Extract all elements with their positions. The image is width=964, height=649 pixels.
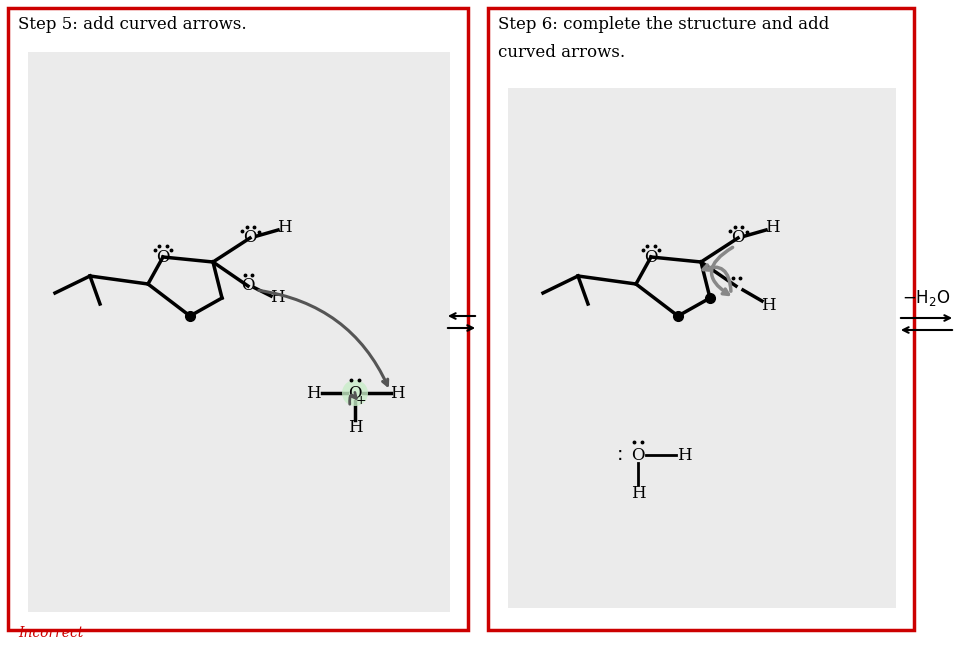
Text: Incorrect: Incorrect bbox=[18, 626, 83, 640]
Text: H: H bbox=[277, 219, 291, 236]
Text: H: H bbox=[270, 289, 284, 306]
Text: $-\mathrm{H_2O}$: $-\mathrm{H_2O}$ bbox=[901, 288, 951, 308]
Text: curved arrows.: curved arrows. bbox=[498, 44, 625, 61]
Text: O: O bbox=[243, 230, 256, 247]
Text: O: O bbox=[156, 249, 170, 265]
Text: H: H bbox=[306, 384, 320, 402]
Text: :: : bbox=[617, 445, 624, 465]
Text: H: H bbox=[630, 485, 645, 502]
Text: +: + bbox=[356, 395, 366, 408]
Text: Step 6: complete the structure and add: Step 6: complete the structure and add bbox=[498, 16, 829, 33]
Text: O: O bbox=[631, 447, 645, 463]
Text: Step 5: add curved arrows.: Step 5: add curved arrows. bbox=[18, 16, 247, 33]
Circle shape bbox=[342, 380, 368, 406]
Text: H: H bbox=[677, 447, 691, 463]
Bar bbox=[28, 52, 450, 612]
Text: H: H bbox=[761, 297, 775, 313]
Text: O: O bbox=[348, 384, 362, 402]
Bar bbox=[508, 88, 896, 608]
Text: H: H bbox=[389, 384, 404, 402]
Bar bbox=[8, 8, 468, 630]
Text: H: H bbox=[348, 419, 362, 437]
Text: O: O bbox=[732, 230, 745, 247]
Text: H: H bbox=[764, 219, 779, 236]
Text: O: O bbox=[644, 249, 657, 265]
Text: O: O bbox=[241, 278, 254, 295]
Bar bbox=[488, 8, 914, 630]
